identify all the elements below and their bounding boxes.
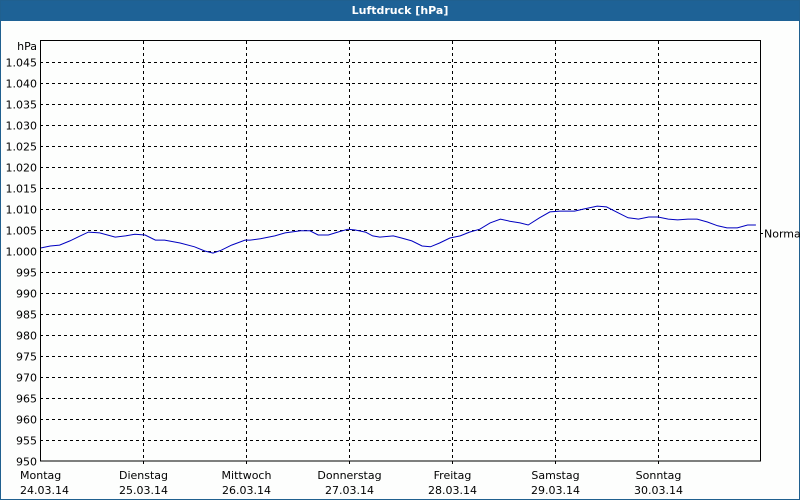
normal-reference-marker: Normal [760, 228, 800, 241]
x-day-label: Montag [20, 469, 61, 482]
x-date-label: 29.03.14 [531, 484, 580, 497]
y-tick-label: 1.000 [6, 246, 38, 259]
x-date-label: 28.03.14 [428, 484, 477, 497]
x-day-label: Samstag [531, 469, 579, 482]
y-tick-label: 1.010 [6, 204, 38, 217]
y-tick-label: 955 [16, 435, 37, 448]
y-tick-label: 1.045 [6, 57, 38, 70]
y-axis: 950 955 960 965 970 975 980 985 990 995 1.000 1.005… [6, 40, 38, 469]
y-tick-label: 1.020 [6, 162, 38, 175]
y-tick-label: 1.015 [6, 183, 38, 196]
x-day-label: Mittwoch [222, 469, 272, 482]
x-date-label: 24.03.14 [20, 484, 69, 497]
grid-lines [40, 41, 760, 465]
x-day-label: Dienstag [119, 469, 168, 482]
plot-frame [40, 40, 761, 462]
x-day-label: Sonntag [636, 469, 682, 482]
y-tick-label: 965 [16, 393, 37, 406]
window-title: Luftdruck [hPa] [1, 1, 799, 21]
y-tick-label: 960 [16, 414, 37, 427]
y-tick-label: 970 [16, 372, 37, 385]
y-tick-label: 985 [16, 309, 37, 322]
pressure-series-line [39, 205, 756, 254]
x-date-label: 27.03.14 [325, 484, 374, 497]
y-tick-label: 975 [16, 351, 37, 364]
y-tick-label: 1.030 [6, 120, 38, 133]
y-axis-unit-label: hPa [17, 40, 37, 53]
x-date-label: 30.03.14 [634, 484, 683, 497]
x-date-label: 26.03.14 [222, 484, 271, 497]
y-tick-label: 1.040 [6, 78, 38, 91]
x-day-label: Freitag [434, 469, 472, 482]
y-tick-label: 1.005 [6, 225, 38, 238]
x-axis: Montag 24.03.14 Dienstag 25.03.14 Mittwoch 26… [20, 469, 683, 497]
x-date-label: 25.03.14 [119, 484, 168, 497]
y-tick-label: 990 [16, 288, 37, 301]
y-tick-label: 950 [16, 456, 37, 469]
normal-label: Normal [764, 228, 800, 241]
y-tick-label: 1.025 [6, 141, 38, 154]
y-tick-label: 995 [16, 267, 37, 280]
y-tick-label: 980 [16, 330, 37, 343]
x-day-label: Donnerstag [317, 469, 381, 482]
y-tick-label: 1.035 [6, 99, 38, 112]
